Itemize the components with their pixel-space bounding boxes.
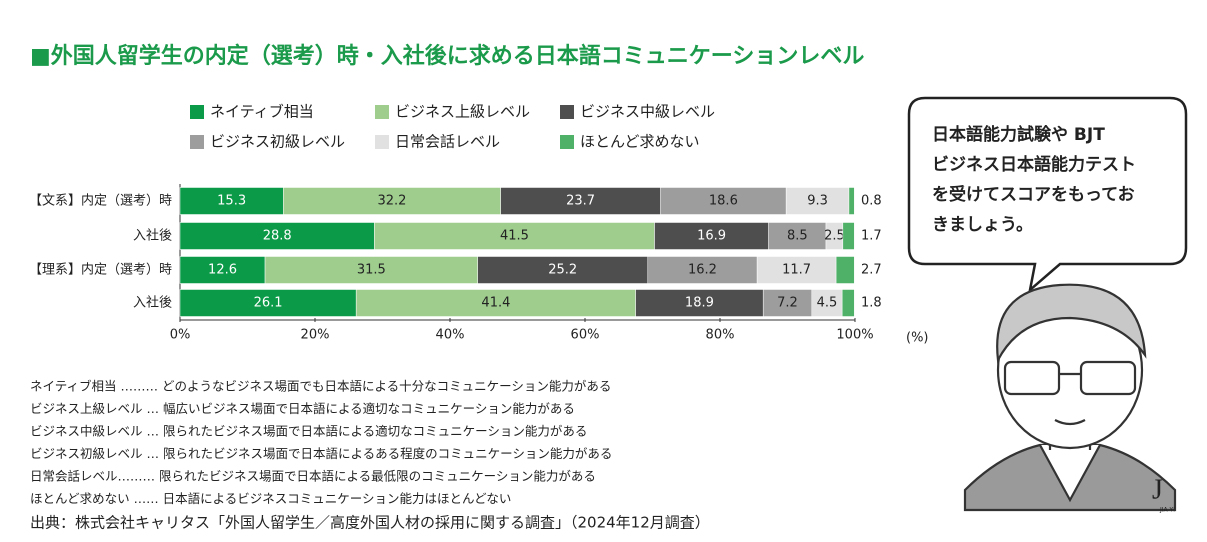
legend-label: ほとんど求めない <box>580 133 700 151</box>
data-label: 11.7 <box>782 263 811 278</box>
data-label: 31.5 <box>357 263 386 278</box>
data-label: 0.8 <box>861 194 882 209</box>
logo-text: JIA YI <box>1159 507 1175 514</box>
data-label: 1.8 <box>861 296 882 311</box>
legend-label: ビジネス中級レベル <box>580 103 715 121</box>
bar-segment <box>647 256 758 284</box>
data-label: 28.8 <box>263 229 292 244</box>
axis-unit: (%) <box>906 331 929 346</box>
x-tick-label: 0% <box>170 328 191 343</box>
bubble-line: を受けてスコアをもってお <box>932 184 1135 205</box>
bar-segment <box>785 187 850 215</box>
legend-label: 日常会話レベル <box>395 133 500 151</box>
bar-segment <box>762 289 813 317</box>
legend-label: ネイティブ相当 <box>210 103 314 121</box>
legend-label: ビジネス初級レベル <box>210 133 345 151</box>
bar-segment <box>842 222 855 250</box>
bar-segment <box>355 289 636 317</box>
data-label: 9.3 <box>807 194 828 209</box>
data-label: 2.7 <box>861 263 882 278</box>
speech-bubble <box>907 96 1188 294</box>
category-label: 入社後 <box>133 228 172 244</box>
bubble-line: ビジネス日本語能力テスト <box>932 154 1136 175</box>
data-label: 41.5 <box>500 229 529 244</box>
category-label: 【理系】内定（選考）時 <box>29 262 172 278</box>
data-label: 26.1 <box>254 296 283 311</box>
data-label: 8.5 <box>787 229 808 244</box>
note-line: ネイティブ相当 ……… どのようなビジネス場面でも日本語による十分なコミュニケー… <box>30 379 611 394</box>
note-line: ほとんど求めない …… 日本語によるビジネスコミュニケーション能力はほとんどない <box>30 491 511 506</box>
bar-segment <box>283 187 501 215</box>
bubble-line: きましょう。 <box>932 215 1033 235</box>
bar-segment <box>635 289 764 317</box>
bar-segment <box>768 222 827 250</box>
note-line: ビジネス中級レベル … 限られたビジネス場面で日本語による適切なコミュニケーショ… <box>30 424 587 439</box>
category-label: 【文系】内定（選考）時 <box>29 193 172 209</box>
note-line: ビジネス初級レベル … 限られたビジネス場面で日本語によるある程度のコミュニケー… <box>30 446 612 461</box>
data-label: 15.3 <box>217 194 246 209</box>
bar-segment <box>841 289 855 317</box>
bar-segment <box>835 256 855 284</box>
chart-title: ■外国人留学生の内定（選考）時・入社後に求める日本語コミュニケーションレベル <box>30 43 864 69</box>
data-label: 4.5 <box>817 296 838 311</box>
bar-segment <box>811 289 843 317</box>
x-tick-label: 60% <box>571 328 600 343</box>
x-tick-label: 80% <box>706 328 735 343</box>
legend-swatch <box>560 135 574 149</box>
bar-segment <box>848 187 855 215</box>
note-line: 日常会話レベル……… 限られたビジネス場面で日本語による最低限のコミュニケーショ… <box>30 469 596 484</box>
bar-segment <box>264 256 478 284</box>
data-label: 18.9 <box>685 296 714 311</box>
data-label: 2.5 <box>824 229 845 244</box>
data-label: 7.2 <box>777 296 798 311</box>
x-tick-label: 100% <box>836 328 873 343</box>
data-label: 41.4 <box>481 296 510 311</box>
bar-segment <box>179 256 266 284</box>
source: 出典：株式会社キャリタス「外国人留学生／高度外国人材の採用に関する調査」（202… <box>30 514 710 532</box>
data-label: 32.2 <box>377 194 406 209</box>
bar-segment <box>477 256 649 284</box>
bar-segment <box>179 222 375 250</box>
bar-segment <box>500 187 661 215</box>
data-label: 25.2 <box>548 263 577 278</box>
bar-segment <box>179 187 284 215</box>
note-line: ビジネス上級レベル … 幅広いビジネス場面で日本語による適切なコミュニケーション… <box>30 401 575 416</box>
data-label: 16.9 <box>697 229 726 244</box>
bubble-line: 日本語能力試験や BJT <box>932 124 1105 145</box>
person-illustration <box>963 283 1177 512</box>
logo-mark: J <box>1152 474 1163 505</box>
x-tick-label: 40% <box>436 328 465 343</box>
legend-swatch <box>375 135 389 149</box>
legend-swatch <box>190 105 204 119</box>
data-label: 18.6 <box>709 194 738 209</box>
category-label: 入社後 <box>133 295 172 311</box>
bar-segment <box>660 187 787 215</box>
data-label: 23.7 <box>566 194 595 209</box>
data-label: 12.6 <box>208 263 237 278</box>
legend-swatch <box>560 105 574 119</box>
x-tick-label: 20% <box>301 328 330 343</box>
bar-segment <box>756 256 837 284</box>
legend-label: ビジネス上級レベル <box>395 103 530 121</box>
legend-swatch <box>190 135 204 149</box>
data-label: 1.7 <box>861 229 882 244</box>
bar-segment <box>654 222 769 250</box>
data-label: 16.2 <box>688 263 717 278</box>
bar-segment <box>374 222 655 250</box>
legend-swatch <box>375 105 389 119</box>
